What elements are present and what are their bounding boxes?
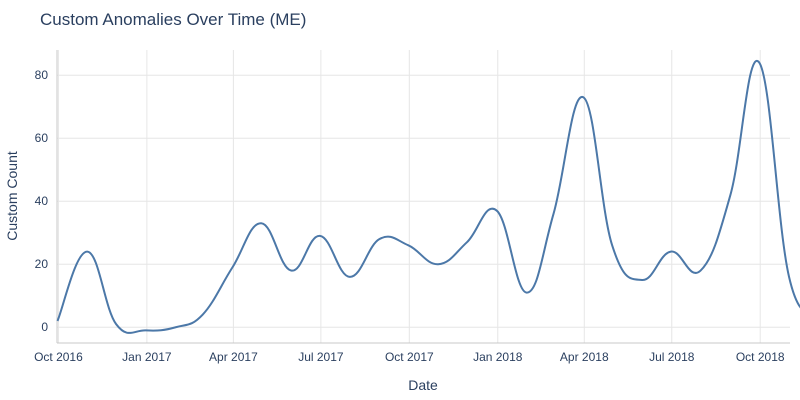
x-tick-label: Oct 2018 <box>736 350 785 364</box>
y-tick-label: 60 <box>35 131 49 145</box>
x-tick-label: Apr 2017 <box>209 350 258 364</box>
y-tick-label: 40 <box>35 194 49 208</box>
grid <box>57 50 790 343</box>
tick-labels: Oct 2016 Jan 2017 Apr 2017 Jul 2017 Oct 2017… <box>34 68 785 364</box>
x-tick-label: Jan 2018 <box>473 350 523 364</box>
x-tick-label: Jan 2017 <box>122 350 172 364</box>
x-tick-label: Jul 2018 <box>649 350 695 364</box>
series <box>56 59 800 334</box>
y-tick-label: 0 <box>41 320 48 334</box>
axes <box>56 50 790 344</box>
x-tick-label: Oct 2017 <box>385 350 434 364</box>
y-axis-title: Custom Count <box>4 151 20 241</box>
series-line <box>56 59 800 334</box>
x-axis-title: Date <box>408 377 438 393</box>
y-tick-label: 20 <box>35 257 49 271</box>
x-tick-label: Apr 2018 <box>560 350 609 364</box>
x-tick-label: Jul 2017 <box>298 350 344 364</box>
x-tick-label: Oct 2016 <box>34 350 83 364</box>
y-tick-label: 80 <box>35 68 49 82</box>
chart-title: Custom Anomalies Over Time (ME) <box>40 10 306 29</box>
